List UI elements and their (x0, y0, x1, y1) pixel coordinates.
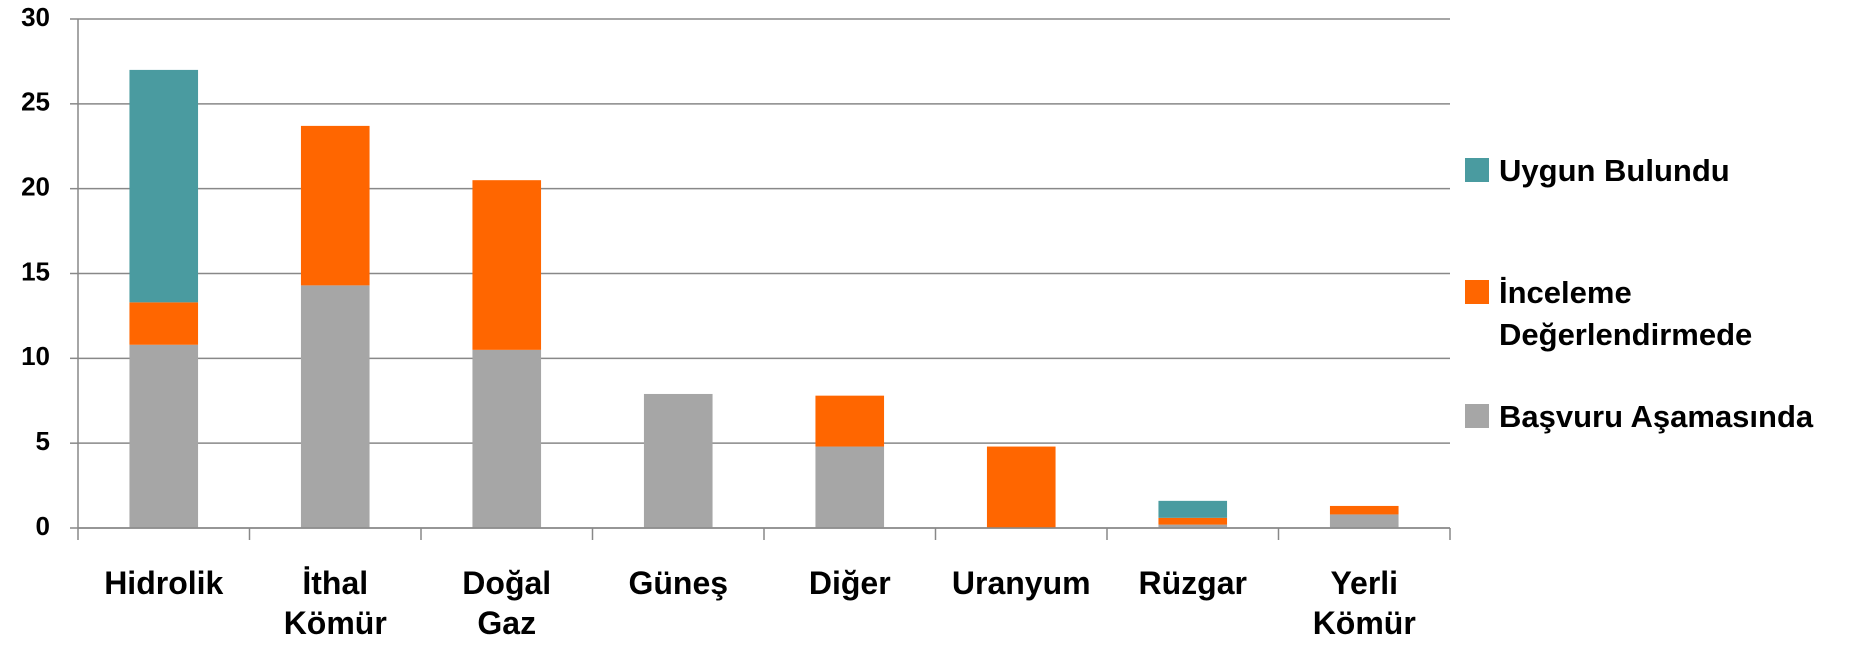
legend-swatch (1465, 158, 1489, 182)
bar-segment (472, 349, 542, 528)
y-tick-label: 0 (36, 511, 50, 541)
x-tick-label: Yerli Kömür (1312, 565, 1416, 641)
bar-segment (815, 395, 885, 447)
y-tick-label: 5 (36, 426, 50, 456)
y-tick-label: 20 (21, 172, 50, 202)
bar-segment (1158, 524, 1228, 528)
bar-segment (129, 302, 199, 345)
y-tick-label: 15 (21, 256, 50, 286)
x-tick-label: Diğer (808, 565, 891, 601)
bar-segment (1329, 505, 1399, 515)
y-tick-label: 30 (21, 2, 50, 32)
x-tick-label: Güneş (628, 565, 729, 601)
x-tick-label: Uranyum (951, 565, 1091, 601)
y-tick-label: 10 (21, 341, 50, 371)
bar-segment (815, 446, 885, 528)
bar-segment (129, 344, 199, 528)
x-tick-label: Rüzgar (1138, 565, 1247, 601)
legend-swatch (1465, 280, 1489, 304)
legend-item: İnceleme Değerlendirmede (1465, 272, 1849, 356)
bar-segment (300, 125, 370, 286)
y-tick-label: 25 (21, 87, 50, 117)
legend-item: Uygun Bulundu (1465, 150, 1849, 192)
x-tick-label: Hidrolik (104, 565, 224, 601)
x-tick-label: İthal Kömür (283, 565, 387, 641)
bar-segment (1158, 500, 1228, 518)
legend-label: İnceleme Değerlendirmede (1499, 275, 1753, 352)
bar-segment (1158, 517, 1228, 525)
legend-label: Başvuru Aşamasında (1499, 399, 1814, 434)
legend-label: Uygun Bulundu (1499, 153, 1730, 188)
x-tick-label: Doğal Gaz (462, 565, 552, 641)
bar-segment (472, 180, 542, 350)
bar-segment (1329, 514, 1399, 528)
bar-segment (129, 69, 199, 303)
legend-swatch (1465, 404, 1489, 428)
bar-segment (300, 285, 370, 528)
bar-segment (986, 446, 1056, 528)
bar-segment (643, 393, 713, 528)
legend-item: Başvuru Aşamasında (1465, 396, 1849, 438)
